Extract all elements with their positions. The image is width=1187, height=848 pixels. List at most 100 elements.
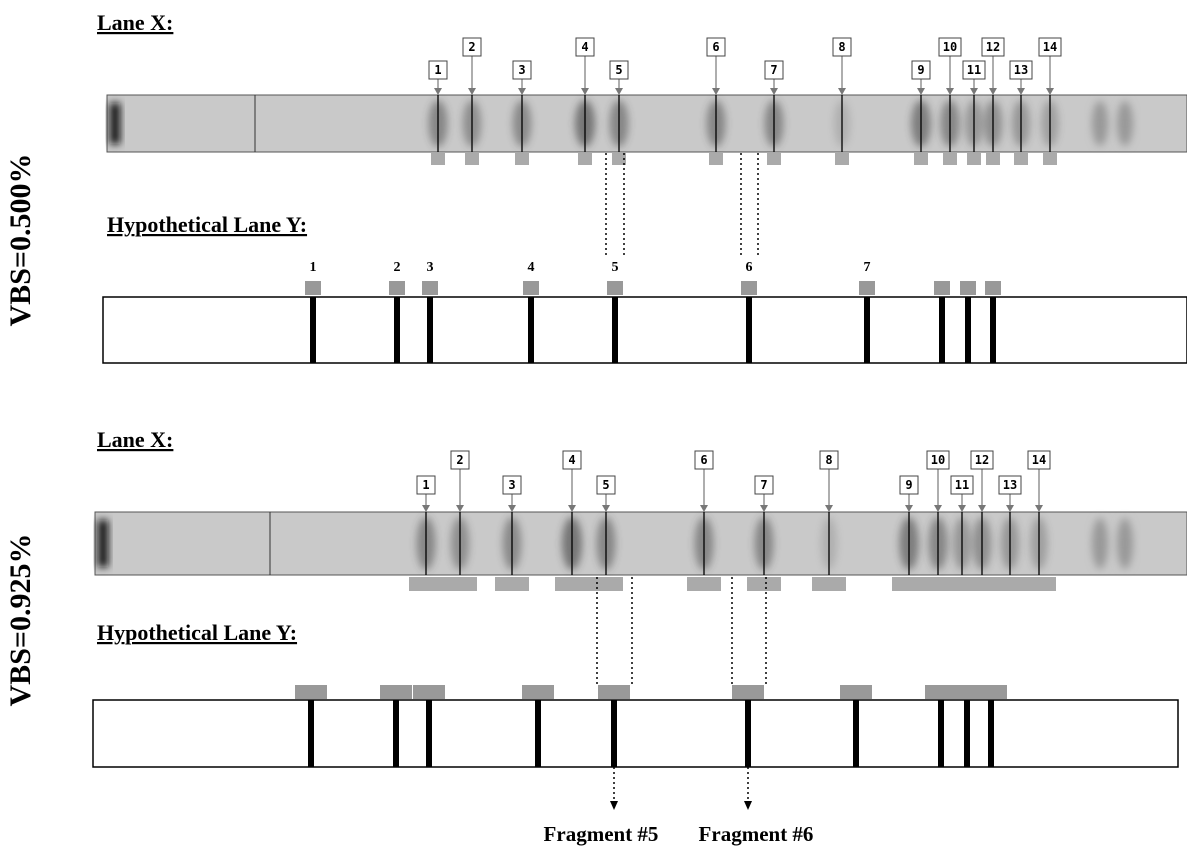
arrow-head (700, 505, 708, 512)
lane-y-label: 5 (612, 260, 619, 275)
side-label: VBS=0.500% (4, 154, 37, 327)
lane-y-band (964, 700, 970, 767)
lane-y-square (305, 281, 321, 295)
lane-y-square (840, 685, 872, 699)
marker-square (943, 153, 957, 165)
marker-square (1014, 153, 1028, 165)
band-label: 5 (602, 478, 609, 492)
marker-square (709, 153, 723, 165)
lane-y-band (611, 700, 617, 767)
lane-y-band (427, 297, 433, 363)
smear (1092, 101, 1108, 146)
marker-square (993, 577, 1027, 591)
arrow-head (989, 88, 997, 95)
lane-y-band (394, 297, 400, 363)
arrow-head (712, 88, 720, 95)
band-label: 6 (700, 453, 707, 467)
marker-square (986, 153, 1000, 165)
gel-strip (95, 512, 1187, 575)
arrow-head (581, 88, 589, 95)
arrow-head (970, 88, 978, 95)
arrow-head (1006, 505, 1014, 512)
lane-y-title: Hypothetical Lane Y: (107, 212, 307, 237)
arrow-head (905, 505, 913, 512)
arrow-head (422, 505, 430, 512)
band-label: 1 (434, 63, 441, 77)
fragment-arrow-head (610, 801, 618, 810)
arrow-head (838, 88, 846, 95)
lane-y-band (308, 700, 314, 767)
lane-y-band (745, 700, 751, 767)
band-label: 10 (943, 40, 957, 54)
arrow-head (770, 88, 778, 95)
lane-y-band (965, 297, 971, 363)
lane-y-label: 4 (528, 260, 535, 275)
marker-square (465, 153, 479, 165)
lane-y-box (93, 700, 1178, 767)
lane-y-band (535, 700, 541, 767)
lane-y-band (938, 700, 944, 767)
lane-y-band (393, 700, 399, 767)
band-label: 2 (468, 40, 475, 54)
band-label: 2 (456, 453, 463, 467)
arrow-head (1046, 88, 1054, 95)
lane-y-square (522, 685, 554, 699)
well (98, 520, 108, 567)
fragment-arrow-head (744, 801, 752, 810)
marker-square (409, 577, 443, 591)
band-label: 9 (905, 478, 912, 492)
smear (1117, 101, 1133, 146)
lane-y-band (864, 297, 870, 363)
band-label: 8 (825, 453, 832, 467)
lane-y-square (380, 685, 412, 699)
band-label: 14 (1043, 40, 1057, 54)
band-label: 12 (975, 453, 989, 467)
lane-y-square (598, 685, 630, 699)
fragment-label: Fragment #5 (544, 822, 659, 846)
lane-y-square (523, 281, 539, 295)
marker-square (914, 153, 928, 165)
lane-y-square (389, 281, 405, 295)
well (110, 103, 120, 144)
marker-square (555, 577, 589, 591)
smear (1092, 518, 1108, 569)
marker-square (812, 577, 846, 591)
arrow-head (760, 505, 768, 512)
arrow-head (978, 505, 986, 512)
band-label: 14 (1032, 453, 1046, 467)
lane-y-square (732, 685, 764, 699)
figure: VBS=0.500%Lane X:1234567891011121314Hypo… (0, 0, 1187, 848)
band-label: 4 (568, 453, 575, 467)
band-label: 7 (760, 478, 767, 492)
marker-square (515, 153, 529, 165)
arrow-head (508, 505, 516, 512)
marker-square (687, 577, 721, 591)
lane-y-square (934, 281, 950, 295)
lane-x-title: Lane X: (97, 427, 173, 452)
lane-y-square (985, 281, 1001, 295)
smear (1117, 518, 1133, 569)
band-label: 13 (1003, 478, 1017, 492)
lane-y-square (607, 281, 623, 295)
lane-y-band (988, 700, 994, 767)
band-label: 11 (967, 63, 981, 77)
band-label: 3 (508, 478, 515, 492)
lane-y-box (103, 297, 1187, 363)
lane-y-band (990, 297, 996, 363)
arrow-head (946, 88, 954, 95)
arrow-head (1035, 505, 1043, 512)
arrow-head (456, 505, 464, 512)
marker-square (967, 153, 981, 165)
marker-square (835, 153, 849, 165)
marker-square (892, 577, 926, 591)
lane-y-square (975, 685, 1007, 699)
lane-y-label: 1 (310, 260, 317, 275)
lane-y-band (426, 700, 432, 767)
lane-y-band (746, 297, 752, 363)
lane-x-title: Lane X: (97, 10, 173, 35)
marker-square (1043, 153, 1057, 165)
lane-y-band (939, 297, 945, 363)
band-label: 8 (838, 40, 845, 54)
side-label: VBS=0.925% (4, 534, 37, 707)
lane-y-square (859, 281, 875, 295)
